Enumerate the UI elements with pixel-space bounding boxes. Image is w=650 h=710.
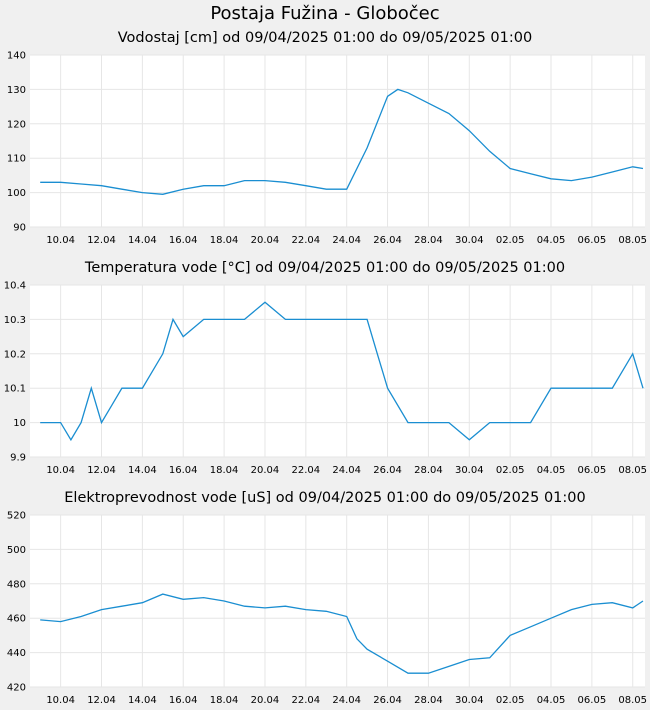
x-tick-label: 26.04 [373,695,402,706]
x-tick-label: 04.05 [537,695,566,706]
x-tick-label: 12.04 [87,465,116,476]
x-tick-label: 10.04 [46,235,75,246]
x-tick-label: 06.05 [578,235,607,246]
x-tick-label: 30.04 [455,235,484,246]
y-tick-label: 100 [7,188,26,199]
x-tick-label: 18.04 [210,695,239,706]
x-tick-label: 24.04 [332,465,361,476]
y-tick-label: 130 [7,85,26,96]
x-tick-label: 20.04 [251,235,280,246]
x-tick-label: 22.04 [292,465,321,476]
x-tick-label: 02.05 [496,235,525,246]
conductivity-chart: 420 440 460 480 500 520 10.04 12.04 14.04 16.04 18… [7,511,647,707]
x-tick-label: 30.04 [455,465,484,476]
x-tick-label: 16.04 [169,695,198,706]
page-title: Postaja Fužina - Globočec [210,3,440,24]
y-tick-label: 10 [13,418,26,429]
y-tick-label: 10.1 [4,384,26,395]
x-tick-label: 28.04 [414,695,443,706]
chart-title-water-temperature: Temperatura vode [°C] od 09/04/2025 01:0… [84,260,566,276]
x-tick-label: 02.05 [496,465,525,476]
y-tick-label: 120 [7,119,26,130]
plot-area [30,55,645,227]
y-tick-label: 10.2 [4,349,26,360]
y-tick-label: 10.4 [4,281,26,292]
x-tick-label: 14.04 [128,235,157,246]
y-tick-label: 140 [7,51,26,62]
water-temperature-chart: 9.9 10 10.1 10.2 10.3 10.4 10.04 12.04 14.04 16.0… [4,281,647,477]
x-tick-label: 06.05 [578,465,607,476]
x-tick-label: 06.05 [578,695,607,706]
x-tick-label: 12.04 [87,235,116,246]
y-tick-label: 500 [7,545,26,556]
x-tick-label: 26.04 [373,465,402,476]
chart-title-conductivity: Elektroprevodnost vode [uS] od 09/04/202… [64,490,586,506]
x-tick-label: 16.04 [169,235,198,246]
y-tick-label: 480 [7,579,26,590]
x-tick-label: 16.04 [169,465,198,476]
x-tick-label: 08.05 [618,465,647,476]
x-tick-label: 22.04 [292,235,321,246]
x-tick-label: 10.04 [46,695,75,706]
y-tick-label: 440 [7,648,26,659]
x-tick-label: 14.04 [128,465,157,476]
x-tick-label: 20.04 [251,695,280,706]
y-tick-label: 420 [7,683,26,694]
x-tick-label: 24.04 [332,235,361,246]
x-tick-label: 28.04 [414,235,443,246]
x-tick-label: 26.04 [373,235,402,246]
y-tick-label: 90 [13,223,26,234]
x-tick-label: 30.04 [455,695,484,706]
x-tick-label: 08.05 [618,695,647,706]
x-tick-label: 18.04 [210,465,239,476]
x-tick-label: 24.04 [332,695,361,706]
y-tick-label: 10.3 [4,315,26,326]
plot-area [30,285,645,457]
x-tick-label: 04.05 [537,235,566,246]
x-tick-label: 22.04 [292,695,321,706]
x-tick-label: 14.04 [128,695,157,706]
x-tick-label: 08.05 [618,235,647,246]
x-tick-label: 10.04 [46,465,75,476]
chart-title-water-level: Vodostaj [cm] od 09/04/2025 01:00 do 09/… [117,30,533,46]
y-tick-label: 9.9 [10,453,26,464]
x-tick-label: 20.04 [251,465,280,476]
x-tick-label: 28.04 [414,465,443,476]
x-tick-label: 04.05 [537,465,566,476]
plot-area [30,515,645,687]
series-line [40,88,644,195]
y-tick-label: 110 [7,154,26,165]
series-line [40,593,644,674]
y-tick-label: 460 [7,614,26,625]
series-line [40,301,644,442]
y-tick-label: 520 [7,511,26,522]
x-tick-label: 02.05 [496,695,525,706]
x-tick-label: 18.04 [210,235,239,246]
x-tick-label: 12.04 [87,695,116,706]
water-level-chart: 90 100 110 120 130 140 10.04 12.04 14.04 16.04 18.… [7,51,647,247]
